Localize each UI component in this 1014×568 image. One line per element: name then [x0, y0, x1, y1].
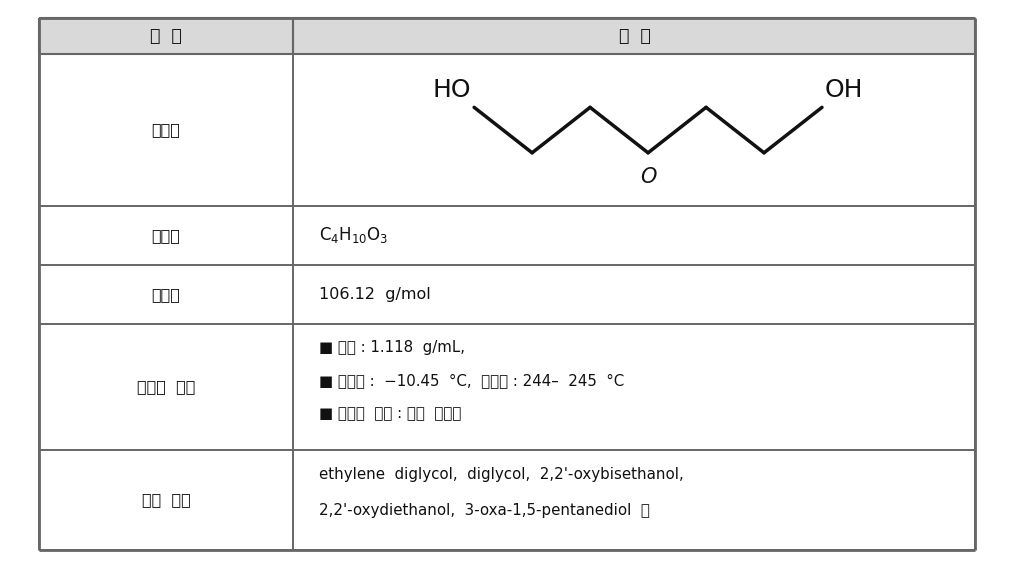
- Text: ■ 녹는점 :  −10.45  °C,  끓는점 : 244–  245  °C: ■ 녹는점 : −10.45 °C, 끓는점 : 244– 245 °C: [318, 373, 624, 388]
- Text: ethylene  diglycol,  diglycol,  2,2'-oxybisethanol,: ethylene diglycol, diglycol, 2,2'-oxybis…: [318, 467, 683, 482]
- Text: $\mathregular{C_4H_{10}O_3}$: $\mathregular{C_4H_{10}O_3}$: [318, 225, 388, 245]
- Text: 구  분: 구 분: [150, 27, 182, 45]
- Text: 분자량: 분자량: [151, 287, 180, 302]
- Text: 106.12  g/mol: 106.12 g/mol: [318, 287, 431, 302]
- Text: ■ 밀도 : 1.118  g/mL,: ■ 밀도 : 1.118 g/mL,: [318, 340, 464, 354]
- Text: 화학적  특성: 화학적 특성: [137, 379, 195, 394]
- Bar: [39, 18, 293, 55]
- Bar: [293, 18, 975, 55]
- Text: ■ 물과의  반응 : 물과  혼합됨: ■ 물과의 반응 : 물과 혼합됨: [318, 406, 461, 421]
- Text: OH: OH: [825, 78, 864, 102]
- Text: HO: HO: [433, 78, 472, 102]
- Text: 2,2'-oxydiethanol,  3-oxa-1,5-pentanediol  등: 2,2'-oxydiethanol, 3-oxa-1,5-pentanediol…: [318, 503, 650, 518]
- Text: 내  용: 내 용: [619, 27, 650, 45]
- Text: O: O: [640, 167, 656, 187]
- Text: 다른  이름: 다른 이름: [142, 492, 191, 507]
- Text: 구조식: 구조식: [151, 123, 180, 137]
- Text: 분자식: 분자식: [151, 228, 180, 243]
